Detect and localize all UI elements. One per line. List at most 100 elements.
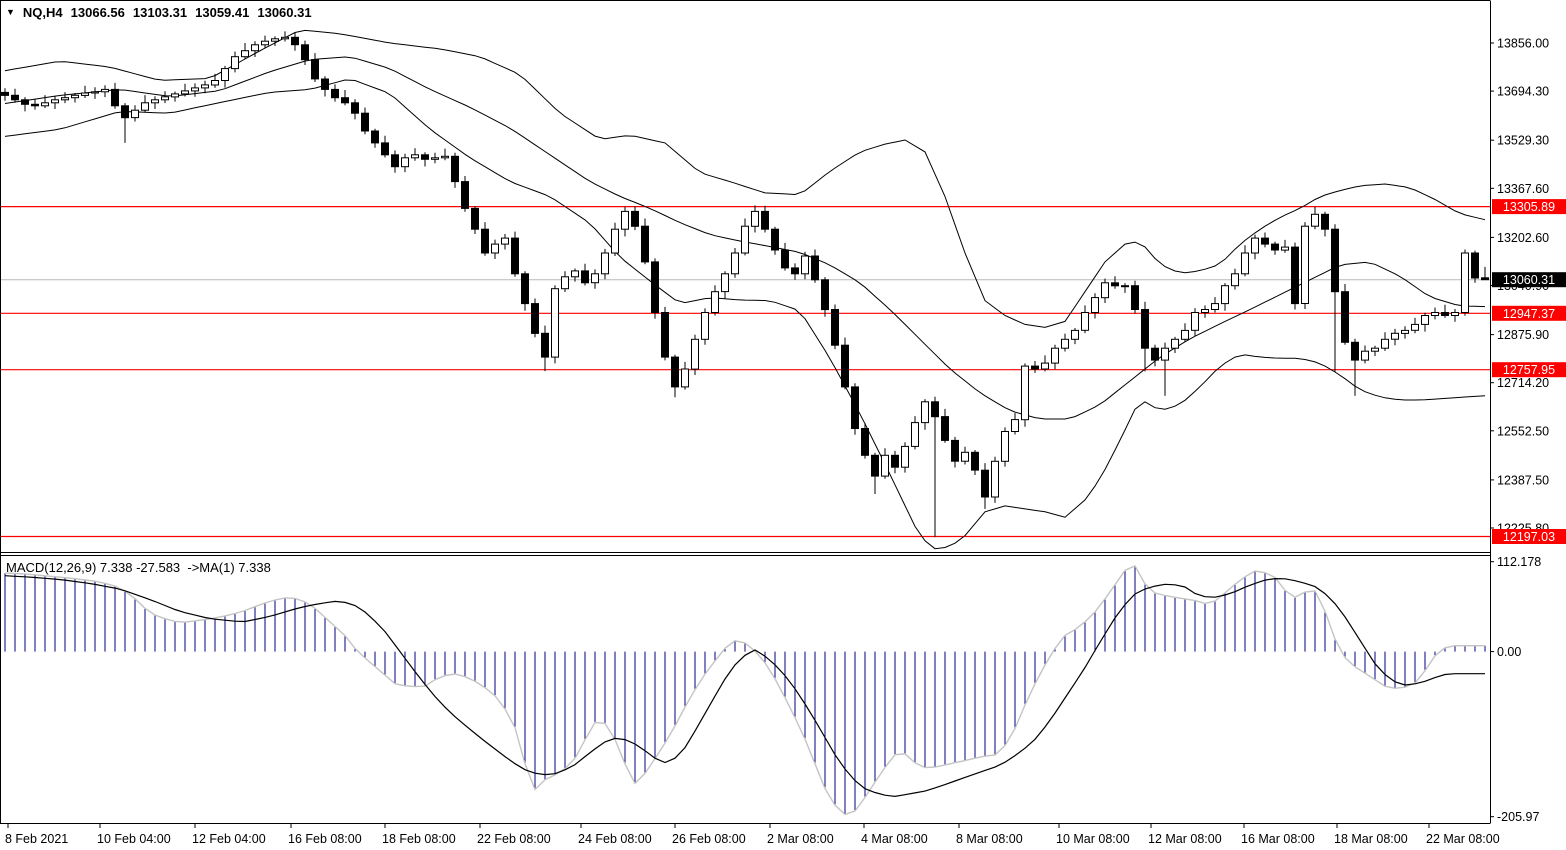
price-axis-label: 13694.30 — [1497, 85, 1549, 99]
bollinger-bands-layer — [4, 29, 1486, 550]
candle — [1231, 268, 1239, 290]
candle — [1481, 266, 1489, 281]
time-axis-label: 26 Feb 08:00 — [672, 832, 746, 846]
candle-body — [1331, 228, 1339, 293]
candle-body — [1141, 309, 1149, 349]
candle-body — [241, 50, 249, 58]
candle — [1121, 283, 1129, 293]
candle — [471, 206, 479, 234]
candle-body — [321, 78, 329, 90]
candle — [781, 242, 789, 271]
candle-body — [1041, 362, 1049, 370]
symbol-dropdown-arrow-icon[interactable]: ▼ — [6, 7, 15, 17]
candle — [711, 285, 719, 316]
price-axis-label: 13367.60 — [1497, 182, 1549, 196]
candle-body — [1451, 312, 1459, 316]
candle-body — [1091, 297, 1099, 314]
candle-body — [931, 401, 939, 418]
candle-body — [531, 303, 539, 334]
price-badge-label: 13060.31 — [1503, 273, 1555, 287]
candle — [41, 95, 49, 109]
time-axis-label: 18 Feb 08:00 — [382, 832, 456, 846]
candle-body — [1201, 309, 1209, 313]
candle-body — [201, 84, 209, 89]
current-price-badge: 13060.31 — [1492, 272, 1566, 288]
candle — [801, 251, 809, 280]
candle-body — [1471, 252, 1479, 279]
price-axis[interactable]: 13856.00 13694.30 13529.30 13367.60 13202.60… — [1490, 37, 1566, 825]
candle — [341, 90, 349, 106]
candle-body — [391, 154, 399, 168]
candle — [771, 226, 779, 255]
candle-body — [591, 273, 599, 284]
candle-body — [631, 210, 639, 227]
time-axis-label: 22 Mar 08:00 — [1426, 832, 1500, 846]
candle-body — [1021, 365, 1029, 421]
candle — [221, 65, 229, 88]
candle — [251, 41, 259, 57]
candle-body — [61, 97, 69, 101]
price-badge-bg — [1492, 272, 1566, 288]
candle — [271, 36, 279, 46]
candle — [81, 85, 89, 98]
candle — [391, 150, 399, 173]
candle-body — [511, 237, 519, 275]
candle-body — [711, 291, 719, 314]
candle-body — [1371, 347, 1379, 352]
candle-body — [71, 94, 79, 99]
candle — [161, 91, 169, 104]
candle — [501, 234, 509, 250]
candle-body — [1101, 282, 1109, 299]
candle — [921, 399, 929, 430]
candle — [141, 95, 149, 113]
candle — [291, 32, 299, 51]
candle-body — [701, 312, 709, 340]
candle-body — [661, 312, 669, 358]
time-axis-label: 22 Feb 08:00 — [477, 832, 551, 846]
ohlc-header[interactable]: ▼ NQ,H4 13066.56 13103.31 13059.41 13060… — [6, 5, 312, 20]
macd-line — [4, 565, 1485, 816]
low-value: 13059.41 — [195, 5, 250, 20]
candle-body — [251, 44, 259, 52]
candle-body — [741, 225, 749, 254]
candle-body — [221, 68, 229, 81]
candle-body — [751, 210, 759, 227]
time-axis-label: 12 Feb 04:00 — [192, 832, 266, 846]
candle — [1201, 305, 1209, 318]
candle — [671, 354, 679, 398]
candle-body — [271, 38, 279, 42]
macd-axis-label: 0.00 — [1497, 645, 1521, 659]
price-axis-label: 13856.00 — [1497, 37, 1549, 51]
price-badge-bg — [1492, 529, 1566, 544]
time-axis[interactable]: 8 Feb 2021 10 Feb 04:00 12 Feb 04:00 16 Feb… — [5, 824, 1500, 846]
candle-body — [171, 93, 179, 98]
candle-body — [261, 40, 269, 46]
candle-body — [481, 228, 489, 254]
candle-body — [851, 386, 859, 429]
candle — [1471, 250, 1479, 283]
candle — [551, 285, 559, 364]
candle — [691, 334, 699, 375]
candle — [1081, 305, 1089, 334]
candle-body — [1221, 285, 1229, 305]
candle — [981, 463, 989, 509]
candle — [571, 268, 579, 282]
price-level-badge: 12197.03 — [1492, 529, 1566, 544]
candle-body — [1311, 213, 1319, 227]
candle — [1441, 304, 1449, 318]
time-axis-label: 10 Mar 08:00 — [1056, 832, 1130, 846]
macd-axis-label: 112.178 — [1497, 555, 1541, 569]
candle-body — [1121, 285, 1129, 288]
candle-body — [871, 454, 879, 477]
close-value: 13060.31 — [257, 5, 312, 20]
candle — [1351, 338, 1359, 396]
candle — [1461, 249, 1469, 316]
candle — [601, 248, 609, 280]
candle — [991, 456, 999, 503]
candle-body — [51, 99, 59, 104]
candle — [481, 222, 489, 256]
candle-body — [1271, 243, 1279, 251]
candle-body — [961, 451, 969, 462]
time-axis-label: 2 Mar 08:00 — [767, 832, 834, 846]
